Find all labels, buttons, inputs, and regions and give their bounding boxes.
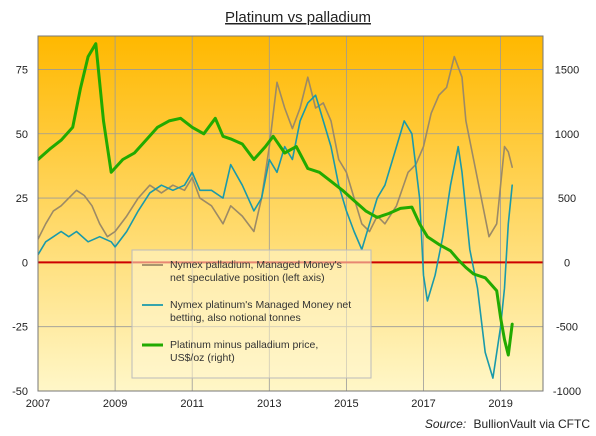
series-line-spread	[38, 42, 514, 357]
x-tick-label: 2007	[26, 398, 50, 410]
legend-label-platinum: betting, also notional tonnes	[170, 312, 301, 324]
plot-border	[37, 35, 544, 392]
legend-label-palladium: net speculative position (left axis)	[170, 272, 325, 284]
series-line-platinum	[38, 94, 513, 379]
legend-box	[131, 249, 372, 379]
legend-label-spread: US$/oz (right)	[170, 352, 235, 364]
left-axis-ticks: -50 -25 0 25 50 75	[12, 64, 28, 398]
right-tick-label: 1000	[555, 129, 579, 141]
x-axis-ticks: 2007 2009 2011 2013 2015 2017 2019	[26, 398, 513, 410]
x-tick-label: 2015	[334, 398, 358, 410]
x-tick-label: 2017	[411, 398, 435, 410]
left-tick-label: 75	[16, 64, 28, 76]
left-tick-label: -25	[12, 322, 28, 334]
x-tick-label: 2009	[103, 398, 127, 410]
right-tick-label: 1500	[555, 64, 579, 76]
right-tick-label: 500	[558, 193, 576, 205]
left-tick-label: 0	[22, 257, 28, 269]
right-tick-label: -500	[556, 322, 578, 334]
x-tick-label: 2013	[257, 398, 281, 410]
source-label: Source:	[425, 417, 466, 431]
left-tick-label: 25	[16, 193, 28, 205]
right-axis-ticks: -1000 -500 0 500 1000 1500	[553, 64, 581, 398]
x-tick-label: 2011	[180, 398, 204, 410]
series-lines	[38, 42, 514, 379]
legend-label-platinum: Nymex platinum's Managed Money net	[170, 299, 351, 311]
series-line-palladium	[38, 55, 513, 240]
source-note: Source: BullionVault via CFTC	[425, 417, 591, 431]
left-tick-label: 50	[16, 129, 28, 141]
source-text: BullionVault via CFTC	[474, 417, 591, 431]
right-tick-label: 0	[564, 257, 570, 269]
legend-label-palladium: Nymex palladium, Managed Money's	[170, 259, 342, 271]
left-tick-label: -50	[12, 386, 28, 398]
right-tick-label: -1000	[553, 386, 581, 398]
chart-title: Platinum vs palladium	[225, 9, 371, 26]
legend-label-spread: Platinum minus palladium price,	[170, 339, 318, 351]
x-tick-label: 2019	[488, 398, 512, 410]
